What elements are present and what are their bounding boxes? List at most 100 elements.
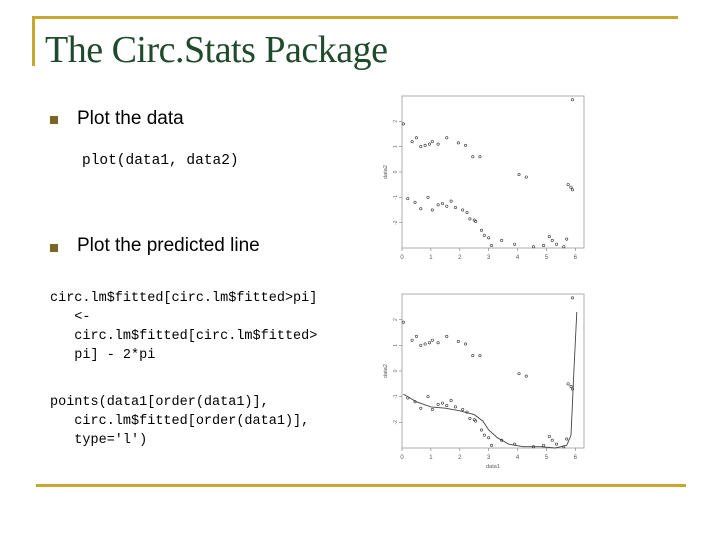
data-point [436, 203, 440, 207]
data-point [517, 173, 521, 177]
data-point [401, 122, 405, 126]
data-point [465, 211, 469, 215]
data-point [440, 202, 444, 206]
data-point [456, 339, 460, 343]
code-fitted-adjust: circ.lm$fitted[circ.lm$fitted>pi] <- cir… [50, 291, 318, 363]
data-point [542, 243, 546, 247]
x-tick-label: 3 [487, 255, 491, 261]
plot-frame [401, 95, 585, 249]
y-tick-label: -2 [393, 420, 399, 425]
data-point [482, 233, 486, 237]
data-point [419, 343, 423, 347]
data-point [419, 145, 423, 149]
y-tick-label: 0 [393, 170, 399, 173]
data-point [570, 98, 574, 102]
data-point [550, 238, 554, 242]
data-point [453, 405, 457, 409]
data-point [449, 399, 453, 403]
data-point [562, 245, 566, 249]
top-accent-rule [32, 16, 678, 19]
data-point [464, 342, 468, 346]
data-point [410, 140, 414, 144]
x-axis-label: data1 [486, 464, 500, 470]
data-point [426, 195, 430, 199]
y-tick-label: 0 [393, 369, 399, 372]
data-point [419, 406, 423, 410]
data-point [482, 433, 486, 437]
data-point [479, 428, 483, 432]
scatter-plot-bottom-svg: 0 1 2 3 4 5 6 -2 -1 0 1 2 data2 data1 [383, 293, 585, 470]
data-point [430, 140, 434, 144]
data-point [562, 445, 566, 449]
data-point [517, 372, 521, 376]
data-point [513, 442, 517, 446]
data-point [453, 205, 457, 209]
data-point [471, 354, 475, 358]
x-tick-label: 5 [545, 255, 549, 261]
data-point [445, 136, 449, 140]
data-point [566, 382, 570, 386]
bullet-marker-1 [50, 116, 58, 124]
data-point [570, 188, 574, 192]
bullet-marker-2 [50, 244, 58, 252]
x-tick-label: 1 [429, 255, 433, 261]
y-tick-label: -1 [393, 394, 399, 399]
data-point [566, 183, 570, 187]
data-point [531, 445, 535, 449]
data-point [487, 236, 491, 240]
data-point [414, 334, 418, 338]
data-point [542, 443, 546, 447]
data-point [419, 207, 423, 211]
y-tick-label: -1 [393, 195, 399, 200]
data-point [456, 141, 460, 145]
data-point [465, 410, 469, 414]
data-point [445, 334, 449, 338]
data-point [430, 408, 434, 412]
data-point [555, 242, 559, 246]
data-point [445, 404, 449, 408]
data-point [550, 438, 554, 442]
y-tick-label: 2 [393, 120, 399, 123]
code-plot-call: plot(data1, data2) [82, 153, 239, 169]
data-point [547, 434, 551, 438]
x-tick-label: 1 [429, 455, 433, 461]
data-point [490, 443, 494, 447]
y-tick-label: 1 [393, 145, 399, 148]
data-point [513, 242, 517, 246]
scatter-plot-top: 0 1 2 3 4 5 6 -2 -1 0 1 2 data2 [372, 92, 590, 270]
data-point [524, 374, 528, 378]
data-point [487, 436, 491, 440]
code-points-call: points(data1[order(data1)], circ.lm$fitt… [50, 395, 310, 448]
data-point [570, 387, 574, 391]
data-point [430, 338, 434, 342]
data-point [569, 185, 573, 189]
x-tick-label: 6 [574, 255, 578, 261]
data-point [565, 237, 569, 241]
data-point [440, 401, 444, 405]
data-point [436, 142, 440, 146]
data-point [461, 408, 465, 412]
data-point [478, 354, 482, 358]
data-point [464, 143, 468, 147]
slide-title: The Circ.Stats Package [45, 29, 388, 71]
data-point [474, 219, 478, 223]
x-tick-label: 5 [545, 455, 549, 461]
bullet-plot-data: Plot the data [77, 108, 184, 129]
data-point [414, 136, 418, 140]
data-point [406, 396, 410, 400]
data-point [524, 175, 528, 179]
data-point [436, 341, 440, 345]
plot-frame [401, 293, 585, 449]
data-point [468, 416, 472, 420]
y-tick-label: 2 [393, 318, 399, 321]
y-axis-label: data2 [383, 364, 389, 378]
data-point [500, 238, 504, 242]
data-point [413, 400, 417, 404]
data-point [445, 204, 449, 208]
scatter-plot-top-svg: 0 1 2 3 4 5 6 -2 -1 0 1 2 data2 [383, 95, 585, 261]
data-point [565, 437, 569, 441]
bullet-plot-predicted-line: Plot the predicted line [77, 235, 260, 256]
data-point [479, 228, 483, 232]
data-point [423, 342, 427, 346]
x-tick-label: 2 [458, 255, 462, 261]
